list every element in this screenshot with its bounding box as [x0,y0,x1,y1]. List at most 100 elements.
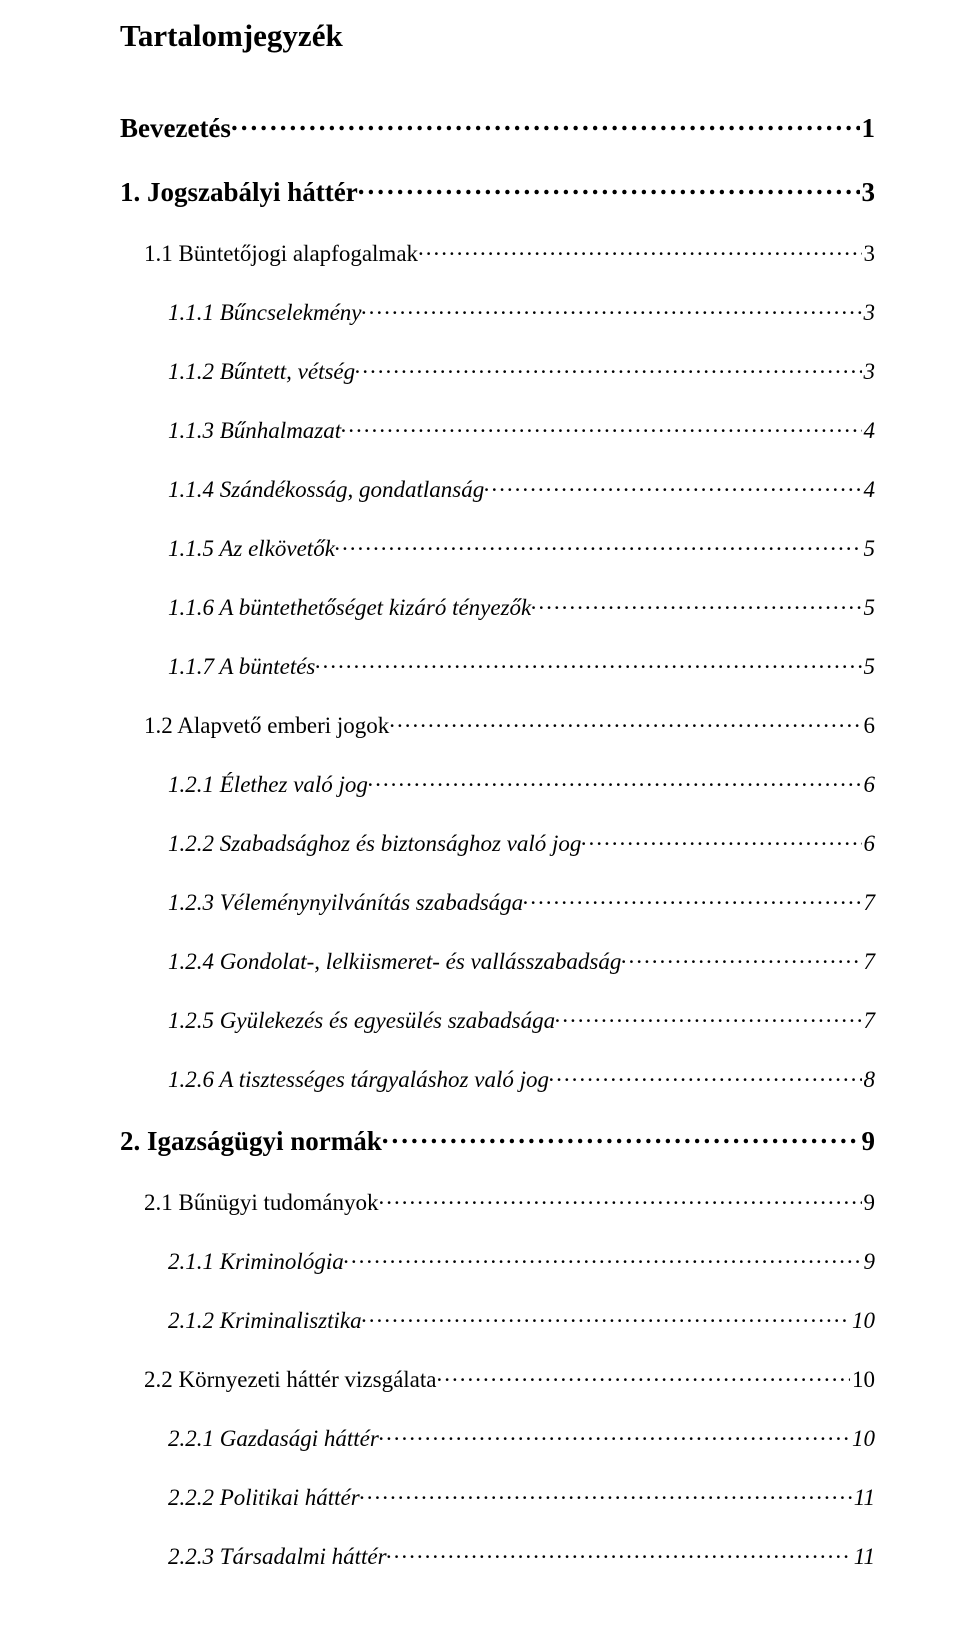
toc-entry-label: 1.2 Alapvető emberi jogok [144,713,389,739]
toc-entry: 1.1.6 A büntethetőséget kizáró tényezők … [168,592,875,621]
toc-entry-label: 1.2.5 Gyülekezés és egyesülés szabadsága [168,1008,555,1034]
toc-entry-page: 8 [862,1067,876,1093]
toc-entry-page: 5 [862,536,876,562]
toc-entry-label: 1.2.4 Gondolat-, lelkiismeret- és vallás… [168,949,621,975]
toc-leader-dots [581,828,861,851]
toc-entry: 2.1 Bűnügyi tudományok 9 [144,1187,875,1216]
toc-entry: 1.2.3 Véleménynyilvánítás szabadsága 7 [168,887,875,916]
toc-entry-label: 1. Jogszabályi háttér [120,177,358,208]
toc-entry-page: 4 [862,477,876,503]
toc-leader-dots [335,533,862,556]
toc-leader-dots [379,1423,850,1446]
toc-entry-label: 1.1.4 Szándékosság, gondatlanság [168,477,484,503]
toc-entry-page: 11 [852,1485,875,1511]
toc-entry-page: 7 [862,890,876,916]
toc-entry: 1.1.2 Bűntett, vétség 3 [168,356,875,385]
toc-entry-page: 3 [860,177,876,208]
toc-leader-dots [231,110,860,137]
toc-entry: 2.2 Környezeti háttér vizsgálata 10 [144,1364,875,1393]
toc-leader-dots [341,415,861,438]
toc-entry: 1.1.4 Szándékosság, gondatlanság 4 [168,474,875,503]
toc-entry: 1. Jogszabályi háttér 3 [120,174,875,208]
toc-entry-label: 2. Igazságügyi normák [120,1126,382,1157]
toc-entry: 1.1 Büntetőjogi alapfogalmak 3 [144,238,875,267]
toc-leader-dots [531,592,861,615]
toc-entry-label: 1.1.2 Bűntett, vétség [168,359,355,385]
page-title: Tartalomjegyzék [120,18,875,54]
toc-leader-dots [368,769,862,792]
toc-leader-dots [315,651,861,674]
toc-entry: 2.2.3 Társadalmi háttér 11 [168,1541,875,1570]
toc-entry-label: Bevezetés [120,113,231,144]
toc-leader-dots [523,887,861,910]
toc-entry-page: 9 [860,1126,876,1157]
toc-entry-page: 6 [862,713,876,739]
toc-entry-label: 2.2.2 Politikai háttér [168,1485,360,1511]
toc-leader-dots [555,1005,861,1028]
toc-entry: 1.2 Alapvető emberi jogok 6 [144,710,875,739]
toc-entry-page: 9 [862,1249,876,1275]
toc-entry-label: 1.2.2 Szabadsághoz és biztonsághoz való … [168,831,581,857]
toc-entry: Bevezetés 1 [120,110,875,144]
toc-leader-dots [484,474,861,497]
toc-leader-dots [437,1364,851,1387]
toc-entry: 1.1.7 A büntetés 5 [168,651,875,680]
toc-entry: 1.1.3 Bűnhalmazat 4 [168,415,875,444]
toc-entry-label: 1.2.3 Véleménynyilvánítás szabadsága [168,890,523,916]
toc-entry: 1.2.1 Élethez való jog 6 [168,769,875,798]
toc-entry-page: 7 [862,1008,876,1034]
toc-entry-label: 1.1.7 A büntetés [168,654,315,680]
toc-leader-dots [360,1482,852,1505]
toc-list: Bevezetés 11. Jogszabályi háttér 31.1 Bü… [120,110,875,1570]
toc-entry-label: 1.1.3 Bűnhalmazat [168,418,341,444]
toc-entry: 1.2.4 Gondolat-, lelkiismeret- és vallás… [168,946,875,975]
toc-entry-label: 2.2 Környezeti háttér vizsgálata [144,1367,437,1393]
toc-entry: 2.2.1 Gazdasági háttér 10 [168,1423,875,1452]
toc-entry-label: 2.1.2 Kriminalisztika [168,1308,362,1334]
toc-leader-dots [378,1187,861,1210]
toc-entry-page: 3 [862,359,876,385]
toc-entry: 1.1.1 Bűncselekmény 3 [168,297,875,326]
toc-entry-page: 11 [852,1544,875,1570]
toc-entry-page: 10 [850,1426,875,1452]
toc-leader-dots [344,1246,862,1269]
toc-entry-page: 3 [862,241,876,267]
toc-entry-label: 1.2.1 Élethez való jog [168,772,368,798]
toc-entry: 2.2.2 Politikai háttér 11 [168,1482,875,1511]
toc-entry-label: 2.2.3 Társadalmi háttér [168,1544,387,1570]
toc-leader-dots [549,1064,862,1087]
toc-leader-dots [621,946,861,969]
toc-entry-page: 1 [860,113,876,144]
toc-entry-label: 1.1 Büntetőjogi alapfogalmak [144,241,418,267]
toc-entry: 2.1.2 Kriminalisztika 10 [168,1305,875,1334]
toc-entry-page: 6 [862,772,876,798]
toc-entry-label: 1.1.1 Bűncselekmény [168,300,362,326]
toc-entry-page: 5 [862,654,876,680]
toc-entry: 2.1.1 Kriminológia 9 [168,1246,875,1275]
toc-leader-dots [362,1305,850,1328]
toc-entry-label: 2.1.1 Kriminológia [168,1249,344,1275]
toc-entry: 1.2.6 A tisztességes tárgyaláshoz való j… [168,1064,875,1093]
toc-entry-page: 6 [862,831,876,857]
toc-leader-dots [382,1123,860,1150]
toc-entry-page: 5 [862,595,876,621]
toc-entry-label: 2.1 Bűnügyi tudományok [144,1190,378,1216]
toc-leader-dots [358,174,860,201]
toc-entry-label: 1.1.6 A büntethetőséget kizáró tényezők [168,595,531,621]
toc-leader-dots [389,710,861,733]
toc-entry: 1.2.5 Gyülekezés és egyesülés szabadsága… [168,1005,875,1034]
toc-entry-label: 1.1.5 Az elkövetők [168,536,335,562]
toc-entry-label: 2.2.1 Gazdasági háttér [168,1426,379,1452]
toc-entry-page: 10 [850,1308,875,1334]
toc-leader-dots [362,297,862,320]
toc-entry-label: 1.2.6 A tisztességes tárgyaláshoz való j… [168,1067,549,1093]
toc-entry-page: 10 [850,1367,875,1393]
toc-leader-dots [355,356,861,379]
toc-entry-page: 4 [862,418,876,444]
toc-entry: 1.1.5 Az elkövetők 5 [168,533,875,562]
toc-entry-page: 3 [862,300,876,326]
toc-leader-dots [387,1541,852,1564]
toc-leader-dots [418,238,861,261]
toc-entry: 2. Igazságügyi normák 9 [120,1123,875,1157]
toc-entry-page: 7 [862,949,876,975]
